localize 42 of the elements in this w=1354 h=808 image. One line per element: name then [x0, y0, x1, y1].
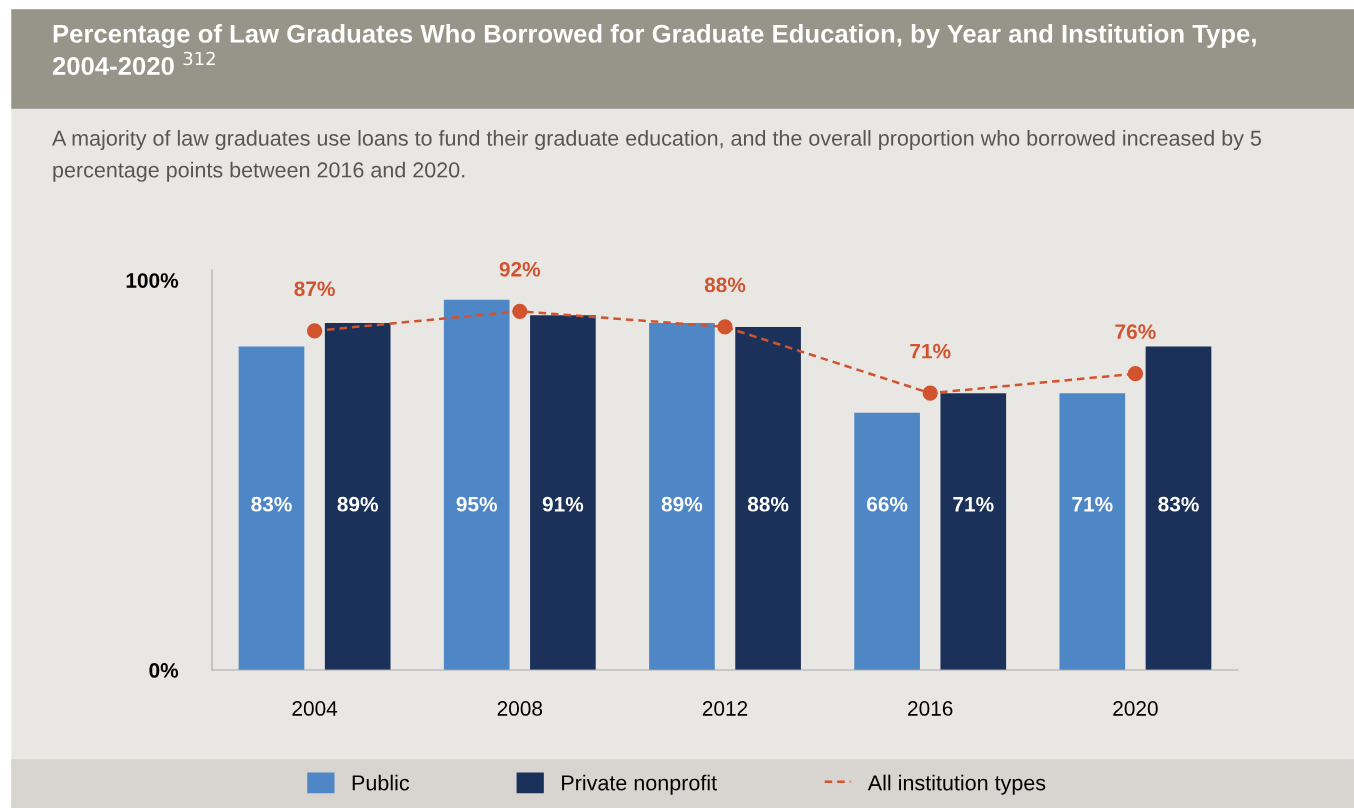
- x-tick-label: 2020: [1113, 701, 1158, 716]
- legend-label: Public: [352, 774, 410, 791]
- bar: [324, 323, 391, 670]
- data-label: 76%: [1115, 324, 1156, 340]
- chart-subtitle: A majority of law graduates use loans to fund their graduate education, and the overall proportion who borrowed increased by 5 percentage points between 2016 and 2020.: [52, 130, 1261, 182]
- data-label: 92%: [499, 261, 541, 277]
- y-tick-label: 100%: [126, 273, 179, 288]
- legend-label: All institution types: [867, 774, 1046, 795]
- point: [306, 323, 323, 339]
- x-tick-label: 2016: [908, 701, 953, 716]
- data-label: 89%: [337, 496, 378, 512]
- x-tick-label: 2008: [497, 701, 543, 716]
- data-label: 71%: [1072, 496, 1113, 512]
- point: [512, 303, 528, 319]
- data-label: 95%: [456, 496, 498, 512]
- chart-title: Percentage of Law Graduates Who Borrowed for Graduate Education, by Year and Institution Type, 2004-2020 $^{312}$: [52, 24, 1256, 76]
- x-tick-label: 2012: [702, 701, 748, 716]
- data-label: 66%: [867, 496, 908, 512]
- bar: [1145, 346, 1212, 670]
- bar: [1059, 393, 1126, 670]
- point: [922, 385, 938, 401]
- data-label: 83%: [251, 496, 292, 512]
- bar: [940, 393, 1007, 670]
- bar: [854, 412, 920, 670]
- y-tick-label: 0%: [149, 663, 179, 678]
- data-label: 91%: [542, 496, 584, 512]
- legend-label: Private nonprofit: [562, 774, 717, 795]
- data-label: 88%: [747, 496, 789, 512]
- bar: [443, 299, 510, 670]
- bar: [735, 326, 801, 670]
- data-label: 88%: [704, 277, 746, 293]
- data-label: 89%: [661, 496, 703, 512]
- bar: [649, 323, 715, 670]
- point: [717, 319, 733, 335]
- x-tick-label: 2004: [292, 701, 338, 716]
- data-label: 71%: [910, 343, 951, 359]
- bar: [530, 315, 596, 670]
- data-label: 87%: [294, 281, 335, 297]
- data-label: 83%: [1158, 496, 1199, 512]
- point: [1127, 366, 1144, 382]
- data-label: 71%: [953, 496, 994, 512]
- bar: [238, 346, 305, 670]
